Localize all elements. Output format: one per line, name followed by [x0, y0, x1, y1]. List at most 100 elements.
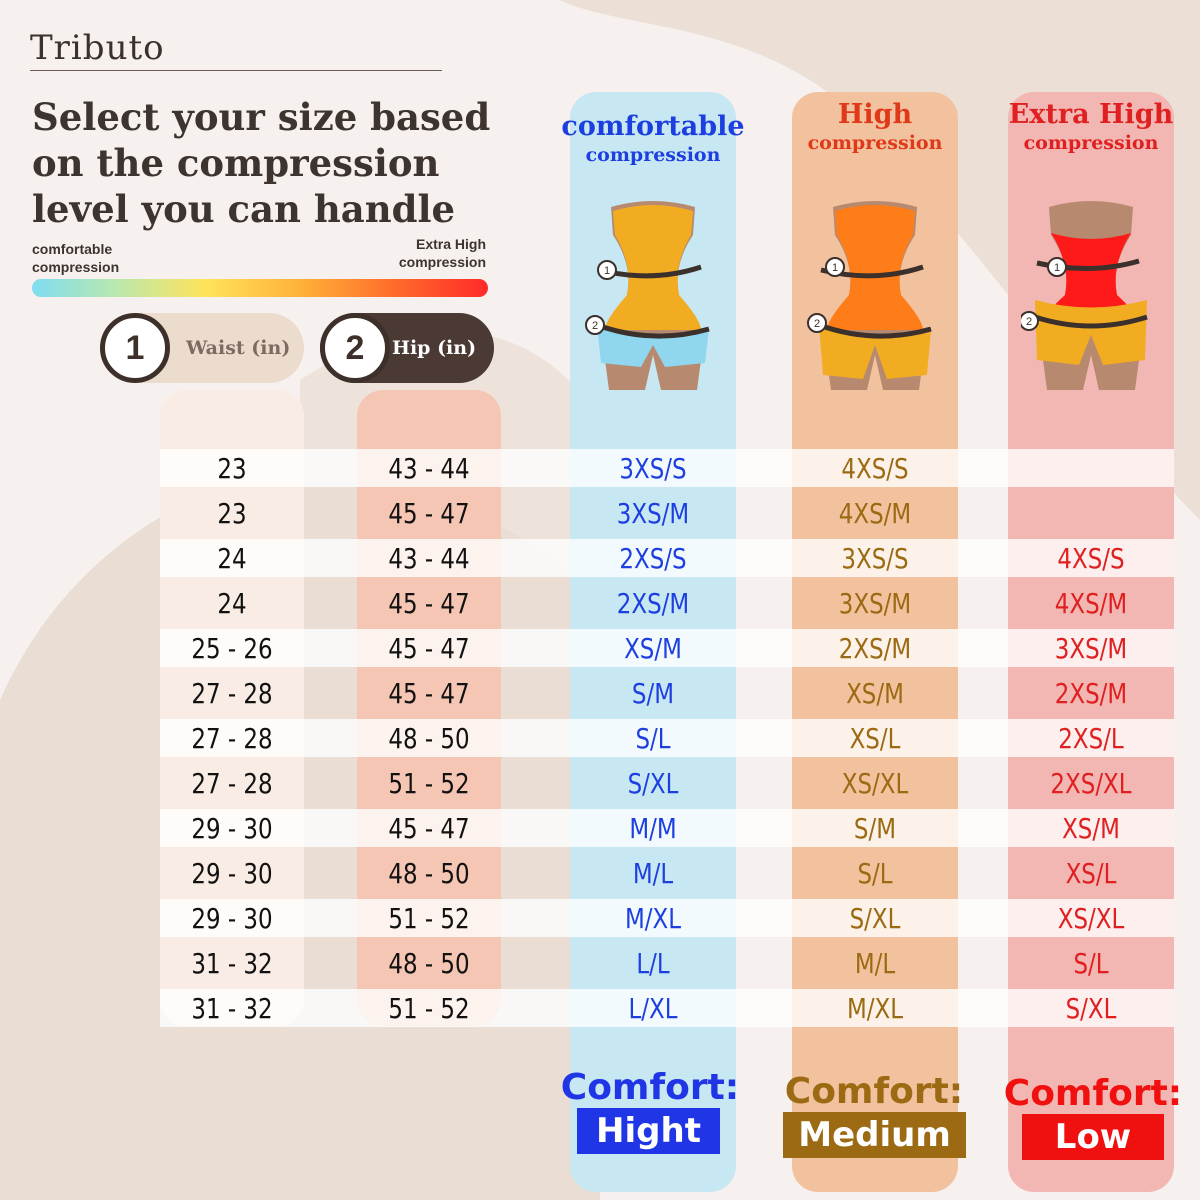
high-subtitle: compression [807, 132, 943, 154]
comf-cell: M/L [632, 857, 674, 890]
hip-cell: 43 - 44 [388, 542, 470, 575]
compression-gradient-bar [32, 279, 488, 297]
high-cell: 3XS/S [841, 542, 909, 575]
high-cell: 3XS/M [838, 587, 912, 620]
hip-measure-pill: 2 Hip (in) [320, 313, 494, 383]
table-row [160, 719, 1174, 757]
extra-high-comfort-label: Comfort: [1003, 1073, 1183, 1114]
xhigh-cell: XS/XL [1057, 902, 1125, 935]
waist-cell: 24 [217, 542, 247, 575]
waist-cell: 29 - 30 [191, 857, 273, 890]
waist-cell: 24 [217, 587, 247, 620]
waist-cell: 27 - 28 [191, 722, 273, 755]
hip-cell: 48 - 50 [388, 947, 470, 980]
high-comfort-value: Medium [783, 1112, 966, 1158]
extra-high-comfort-value: Low [1022, 1114, 1164, 1160]
high-cell: XS/M [846, 677, 904, 710]
high-column-header: High compression [775, 100, 975, 156]
high-cell: XS/L [849, 722, 901, 755]
comf-cell: 3XS/M [616, 497, 690, 530]
waist-label: Waist (in) [186, 337, 291, 359]
waist-measure-pill: 1 Waist (in) [100, 313, 304, 383]
comf-cell: 2XS/S [619, 542, 687, 575]
waist-cell: 23 [217, 452, 247, 485]
table-row [160, 809, 1174, 847]
xhigh-cell: S/L [1073, 947, 1109, 980]
xhigh-cell: XS/L [1065, 857, 1117, 890]
extra-high-column-header: Extra High compression [991, 100, 1191, 156]
waist-number-badge: 1 [100, 313, 170, 383]
comfortable-figure-label-1: 1 [604, 265, 610, 277]
comf-cell: L/XL [628, 992, 678, 1025]
table-row [160, 539, 1174, 577]
high-cell: XS/XL [841, 767, 909, 800]
high-cell: 2XS/M [838, 632, 912, 665]
xhigh-cell: 4XS/S [1057, 542, 1125, 575]
comf-cell: M/XL [624, 902, 682, 935]
waist-cell: 27 - 28 [191, 677, 273, 710]
comf-cell: L/L [636, 947, 670, 980]
comf-cell: S/M [631, 677, 675, 710]
hip-cell: 45 - 47 [388, 677, 470, 710]
scale-right-label: Extra High compression [398, 236, 486, 270]
hip-cell: 45 - 47 [388, 497, 470, 530]
hip-cell: 45 - 47 [388, 812, 470, 845]
high-cell: 4XS/M [838, 497, 912, 530]
high-figure-label-1: 1 [832, 262, 838, 274]
extra-high-subtitle: compression [1023, 132, 1159, 154]
comf-cell: S/L [635, 722, 671, 755]
hip-cell: 51 - 52 [388, 902, 470, 935]
comfortable-subtitle: compression [585, 144, 721, 166]
waist-cell: 29 - 30 [191, 812, 273, 845]
waist-cell: 31 - 32 [191, 947, 273, 980]
xhigh-cell: 4XS/M [1054, 587, 1128, 620]
high-title: High [837, 99, 913, 130]
hip-label: Hip (in) [392, 337, 477, 359]
comfortable-title: comfortable [561, 111, 745, 142]
hip-cell: 51 - 52 [388, 992, 470, 1025]
waist-cell: 23 [217, 497, 247, 530]
extra-high-figure-label-2: 2 [1026, 316, 1032, 328]
scale-left-label: comfortable compression [32, 241, 120, 275]
page-title: Select your size based on the compressio… [32, 95, 491, 231]
xhigh-cell: XS/M [1062, 812, 1120, 845]
high-cell: S/L [857, 857, 893, 890]
comf-cell: M/M [629, 812, 677, 845]
high-figure-label-2: 2 [814, 318, 820, 330]
xhigh-cell: S/XL [1065, 992, 1117, 1025]
comf-cell: XS/M [624, 632, 682, 665]
comfortable-figure-label-2: 2 [592, 320, 598, 332]
hip-cell: 48 - 50 [388, 857, 470, 890]
brand-divider [30, 70, 442, 71]
extra-high-figure-label-1: 1 [1054, 262, 1060, 274]
comfortable-body-figure: 1 2 [585, 201, 710, 390]
extra-high-title: Extra High [1008, 99, 1174, 130]
brand-logo: Tributo [30, 28, 165, 68]
high-cell: M/L [854, 947, 896, 980]
table-row [160, 899, 1174, 937]
comf-cell: S/XL [627, 767, 679, 800]
high-cell: 4XS/S [841, 452, 909, 485]
xhigh-cell: 2XS/XL [1050, 767, 1132, 800]
hip-cell: 51 - 52 [388, 767, 470, 800]
comfortable-comfort-value: Hight [577, 1108, 720, 1154]
waist-cell: 31 - 32 [191, 992, 273, 1025]
high-cell: S/XL [849, 902, 901, 935]
comfortable-comfort-label: Comfort: [560, 1067, 740, 1108]
hip-number-badge: 2 [320, 313, 390, 383]
high-cell: S/M [853, 812, 897, 845]
comfortable-column-header: comfortable compression [553, 112, 753, 168]
high-cell: M/XL [846, 992, 904, 1025]
waist-cell: 27 - 28 [191, 767, 273, 800]
waist-cell: 29 - 30 [191, 902, 273, 935]
high-comfort-label: Comfort: [784, 1071, 964, 1112]
comf-cell: 3XS/S [619, 452, 687, 485]
table-row [160, 449, 1174, 487]
high-body-figure: 1 2 [807, 201, 932, 390]
comf-cell: 2XS/M [616, 587, 690, 620]
hip-cell: 48 - 50 [388, 722, 470, 755]
waist-cell: 25 - 26 [191, 632, 273, 665]
xhigh-cell: 2XS/M [1054, 677, 1128, 710]
table-row [160, 989, 1174, 1027]
hip-cell: 43 - 44 [388, 452, 470, 485]
